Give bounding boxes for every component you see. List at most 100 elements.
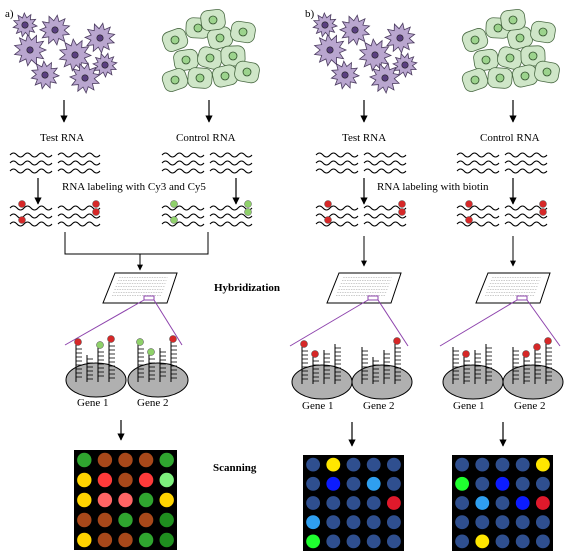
array-spot	[77, 492, 92, 508]
label-dot	[18, 216, 26, 224]
rna-strand	[9, 152, 53, 158]
probe	[485, 344, 492, 384]
test-rna-label-b: Test RNA	[342, 132, 386, 144]
array-spot	[346, 534, 361, 549]
array-spot	[97, 512, 113, 528]
rna-strand	[456, 213, 500, 219]
probe	[383, 350, 390, 384]
array-spot	[138, 492, 154, 508]
rna-strand	[209, 160, 253, 166]
array-spot	[326, 515, 341, 530]
rna-strand	[57, 168, 101, 174]
zoom-line	[153, 299, 183, 346]
probe-dot	[533, 343, 541, 351]
rna-strand	[161, 221, 205, 227]
gene2-label-b2: Gene 2	[514, 400, 545, 412]
label-dot	[398, 208, 406, 216]
rna-strand	[504, 213, 548, 219]
array-spot	[515, 476, 530, 491]
rna-strand	[57, 152, 101, 158]
cell-nucleus-icon	[170, 75, 180, 85]
array-spot	[455, 534, 470, 549]
rna-group	[456, 152, 548, 174]
cell-nucleus-icon	[493, 23, 503, 33]
scanning-label: Scanning	[213, 462, 257, 474]
rna-strand	[9, 221, 53, 227]
array-spot	[97, 452, 113, 468]
rna-strand	[456, 221, 500, 227]
gene-spot-icon	[65, 362, 127, 398]
arrows-scanning	[117, 420, 507, 447]
probe	[452, 347, 459, 384]
rna-strand	[363, 168, 407, 174]
probe-dot	[544, 337, 552, 345]
cell-nucleus-icon	[170, 35, 180, 45]
zoom-line	[289, 299, 369, 347]
rna-strand	[504, 168, 548, 174]
gene-spot-icon	[127, 362, 189, 398]
cell-nucleus-icon	[481, 55, 491, 65]
cell-nucleus-icon	[101, 61, 109, 69]
array-spot	[475, 476, 490, 491]
cell-nucleus-icon	[371, 51, 379, 59]
array-spot	[306, 534, 321, 549]
zoom-line	[439, 299, 518, 347]
cell-nucleus-icon	[215, 33, 225, 43]
array-spot	[306, 476, 321, 491]
array-spot	[346, 457, 361, 472]
array-spot	[306, 457, 321, 472]
zoom-line	[64, 299, 145, 346]
rna-group	[161, 152, 253, 174]
cell-nucleus-icon	[96, 34, 104, 42]
array-spot	[535, 534, 550, 549]
label-dot	[244, 200, 252, 208]
cancer-cell-cluster-icon	[312, 11, 418, 95]
array-spot	[535, 476, 550, 491]
array-spot	[97, 472, 113, 488]
cell-nucleus-icon	[508, 15, 518, 25]
labeled-rna-group	[315, 200, 407, 227]
cell-nucleus-icon	[520, 71, 530, 81]
array-spot	[515, 496, 530, 510]
cell-nucleus-icon	[470, 35, 480, 45]
scan-array-b1	[303, 455, 404, 551]
array-spot	[455, 457, 470, 472]
rna-strand	[315, 168, 359, 174]
probe	[86, 355, 93, 382]
cell-nucleus-icon	[181, 55, 191, 65]
rna-strand	[315, 221, 359, 227]
rna-strand	[315, 152, 359, 158]
array-spot	[118, 492, 133, 508]
array-spot	[118, 512, 133, 528]
array-spot	[515, 457, 530, 472]
array-spot	[475, 534, 490, 549]
array-spot	[138, 452, 154, 468]
rna-strand	[161, 205, 205, 211]
array-spot	[495, 476, 510, 491]
array-spot	[326, 457, 341, 472]
arrows-labeling	[34, 178, 517, 205]
cell-nucleus-icon	[238, 27, 248, 37]
rna-strand	[161, 152, 205, 158]
probe	[522, 350, 530, 384]
rna-strand	[161, 213, 205, 219]
array-spot	[97, 532, 113, 548]
control-rna-label-a: Control RNA	[176, 132, 236, 144]
probe-dot	[147, 348, 155, 356]
rna-strand	[363, 152, 407, 158]
gene2-label-a: Gene 2	[137, 397, 168, 409]
array-spot	[366, 496, 381, 510]
cell-nucleus-icon	[515, 33, 525, 43]
probe	[372, 357, 379, 384]
array-spot	[535, 457, 550, 472]
array-spot	[475, 457, 490, 472]
cell-nucleus-icon	[51, 26, 59, 34]
rna-strand	[315, 213, 359, 219]
gene-probes	[65, 335, 564, 400]
probe	[361, 347, 368, 384]
array-spot	[306, 515, 321, 530]
label-dot	[324, 216, 332, 224]
microarray-chip-icon	[289, 272, 409, 347]
chip-zoom-box	[367, 295, 379, 301]
